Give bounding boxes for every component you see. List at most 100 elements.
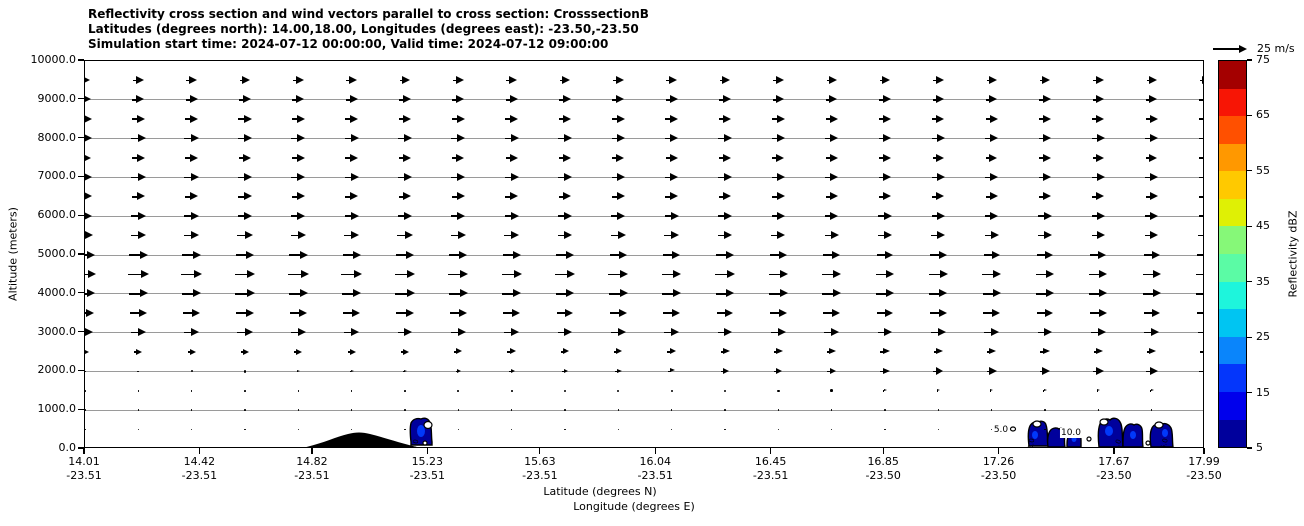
gridline xyxy=(85,293,1203,295)
wind-arrow-head xyxy=(939,269,948,278)
wind-arrow xyxy=(510,428,513,431)
wind-arrow xyxy=(769,254,780,256)
x-tick xyxy=(1113,448,1115,454)
y-tick-label: 4000.0 xyxy=(37,285,77,299)
wind-arrow xyxy=(558,137,565,140)
y-tick xyxy=(78,175,84,177)
wind-arrow xyxy=(1092,157,1097,159)
wind-arrow xyxy=(557,234,565,237)
wind-arrow xyxy=(237,215,245,217)
wind-arrow-head xyxy=(883,192,892,201)
wind-arrow-head xyxy=(403,192,412,201)
wind-arrow xyxy=(771,176,778,179)
wind-arrow-head xyxy=(672,250,681,259)
y-tick-label: 8000.0 xyxy=(37,130,77,144)
wind-arrow xyxy=(667,351,671,353)
wind-arrow-head xyxy=(673,289,682,298)
wind-arrow xyxy=(183,234,192,237)
wind-arrow xyxy=(1146,79,1150,82)
x-tick-label: 16.85 -23.50 xyxy=(841,455,925,483)
wind-arrow-head xyxy=(403,348,409,355)
wind-arrow-head xyxy=(349,75,357,84)
wind-reference-label: 25 m/s xyxy=(1257,42,1295,55)
wind-arrow xyxy=(398,196,404,198)
wind-arrow-head xyxy=(989,367,998,376)
wind-arrow xyxy=(719,99,724,101)
wind-arrow-head xyxy=(723,211,732,220)
colorbar xyxy=(1218,60,1247,448)
wind-arrow-head xyxy=(723,114,732,123)
wind-arrow xyxy=(983,312,993,314)
wind-arrow xyxy=(1199,118,1203,120)
wind-arrow xyxy=(1039,99,1044,101)
x-tick-longitude: -23.51 xyxy=(66,469,102,482)
wind-arrow-head xyxy=(457,172,466,181)
wind-arrow xyxy=(718,215,725,217)
x-tick-longitude: -23.51 xyxy=(522,469,558,482)
wind-arrow xyxy=(85,273,89,276)
wind-arrow xyxy=(1039,370,1043,373)
wind-arrow xyxy=(611,176,618,179)
wind-arrow xyxy=(773,351,777,353)
wind-arrow xyxy=(397,331,405,334)
wind-arrow xyxy=(661,273,674,276)
wind-arrow-head xyxy=(938,308,947,317)
wind-arrow xyxy=(236,312,247,314)
colorbar-band xyxy=(1219,281,1246,310)
wind-arrow xyxy=(452,99,457,101)
wind-arrow-head xyxy=(405,308,414,317)
wind-arrow-head xyxy=(989,114,998,123)
wind-arrow-head xyxy=(137,211,146,220)
wind-arrow-head xyxy=(990,211,999,220)
wind-arrow xyxy=(187,351,191,353)
wind-arrow xyxy=(1199,196,1203,198)
wind-arrow-head xyxy=(1202,95,1203,104)
wind-arrow xyxy=(1092,118,1097,120)
wind-arrow-head xyxy=(86,250,95,259)
x-tick-longitude: -23.50 xyxy=(865,469,901,482)
wind-arrow xyxy=(930,312,940,314)
wind-arrow xyxy=(455,370,458,373)
wind-arrow-head xyxy=(670,134,679,143)
wind-arrow xyxy=(665,196,671,198)
wind-arrow xyxy=(825,137,831,140)
wind-arrow xyxy=(931,176,938,179)
wind-arrow xyxy=(875,273,887,276)
contour-ring xyxy=(1086,436,1092,442)
wind-arrow-head xyxy=(989,153,998,162)
wind-arrow xyxy=(770,312,780,314)
wind-arrow-head xyxy=(246,289,255,298)
wind-arrow-head xyxy=(351,231,360,240)
wind-arrow xyxy=(1038,215,1045,217)
wind-arrow-head xyxy=(404,328,413,337)
wind-arrow xyxy=(1142,273,1154,276)
wind-arrow-head xyxy=(562,76,571,85)
wind-arrow-head xyxy=(883,211,892,220)
x-tick xyxy=(83,448,85,454)
wind-arrow xyxy=(777,409,780,411)
wind-arrow-head xyxy=(194,269,203,278)
wind-arrow-head xyxy=(85,114,92,123)
colorbar-band xyxy=(1219,226,1246,255)
wind-arrow-head xyxy=(619,250,628,259)
wind-arrow xyxy=(131,215,139,217)
wind-arrow-head xyxy=(1150,211,1159,220)
wind-arrow xyxy=(85,390,86,392)
wind-arrow xyxy=(985,157,990,159)
wind-arrow xyxy=(1092,196,1097,198)
wind-arrow-head xyxy=(990,388,994,391)
wind-arrow xyxy=(930,254,940,256)
wind-arrow xyxy=(823,254,833,256)
x-tick-longitude: -23.51 xyxy=(181,469,218,482)
contour-ring xyxy=(1032,420,1042,428)
wind-arrow xyxy=(608,293,621,295)
wind-arrow xyxy=(614,351,617,353)
wind-arrow xyxy=(457,389,460,392)
wind-arrow-head xyxy=(725,250,734,259)
wind-arrow xyxy=(608,273,621,276)
wind-arrow xyxy=(190,390,193,392)
wind-arrow-head xyxy=(1150,231,1159,240)
wind-arrow-head xyxy=(296,153,305,162)
wind-arrow-head xyxy=(1042,348,1050,355)
wind-arrow xyxy=(131,118,138,120)
